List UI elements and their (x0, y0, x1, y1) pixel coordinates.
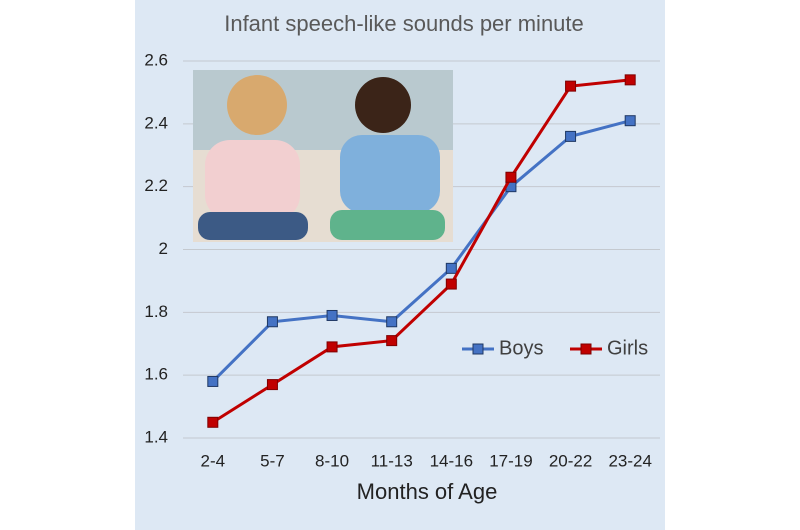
x-tick-label: 23-24 (608, 451, 651, 470)
series-line (211, 119, 631, 383)
marker (207, 375, 219, 387)
marker (266, 316, 278, 328)
marker (445, 262, 457, 274)
legend-label: Boys (499, 337, 543, 359)
x-axis-label: Months of Age (357, 479, 498, 504)
x-tick-label: 14-16 (430, 451, 473, 470)
marker (266, 379, 278, 391)
legend-marker (580, 343, 592, 355)
x-tick-label: 8-10 (315, 451, 349, 470)
marker (386, 335, 398, 347)
y-tick-label: 2 (159, 239, 168, 258)
y-tick-label: 1.8 (144, 302, 168, 321)
grid: 1.4 1.6 1.8 2 2.2 2.4 2.6 2-4 5-7 8-10 11-13 14-16 1… (144, 50, 660, 470)
photo (193, 70, 453, 242)
series-line (212, 78, 631, 424)
legend-label: Girls (607, 337, 648, 359)
y-tick-label: 2.4 (144, 113, 168, 132)
marker (624, 115, 636, 127)
marker (505, 171, 517, 183)
y-tick-label: 2.6 (144, 50, 168, 69)
marker (445, 278, 457, 290)
x-tick-label: 17-19 (489, 451, 532, 470)
chart-title: Infant speech-like sounds per minute (224, 11, 584, 36)
x-tick-label: 5-7 (260, 451, 285, 470)
plot-area (207, 74, 636, 428)
marker (565, 80, 577, 92)
x-tick-label: 20-22 (549, 451, 592, 470)
legend: Boys Girls (462, 337, 648, 359)
marker (326, 309, 338, 321)
marker (386, 316, 398, 328)
x-tick-label: 2-4 (201, 451, 226, 470)
marker (624, 74, 636, 86)
marker (207, 416, 219, 428)
marker (565, 130, 577, 142)
marker (326, 341, 338, 353)
y-tick-label: 1.6 (144, 365, 168, 384)
x-tick-label: 11-13 (371, 451, 413, 470)
y-tick-label: 2.2 (144, 176, 168, 195)
legend-marker (472, 343, 484, 355)
y-tick-label: 1.4 (144, 427, 168, 446)
